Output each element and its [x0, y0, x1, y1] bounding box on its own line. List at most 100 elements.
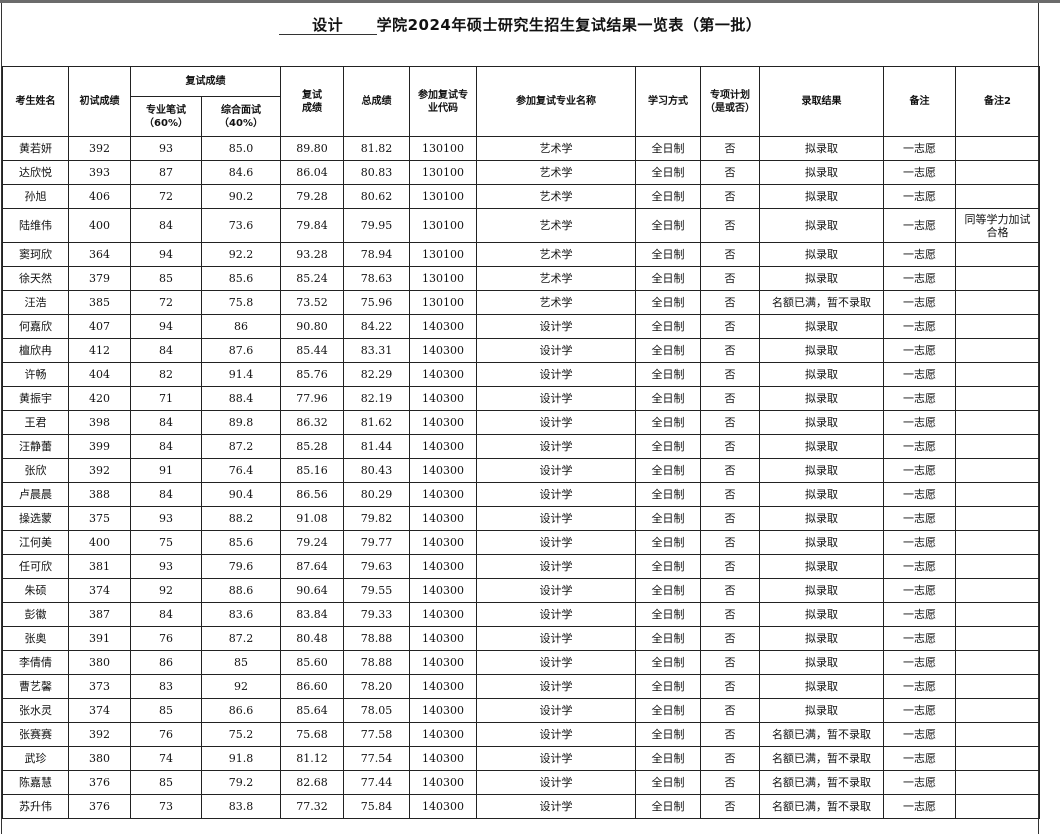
cell-total: 78.94: [343, 242, 410, 267]
cell-retest: 85.76: [280, 362, 344, 387]
cell-code: 140300: [409, 554, 477, 579]
cell-code: 130100: [409, 136, 477, 161]
cell-remark: 一志愿: [883, 434, 956, 459]
cell-mode: 全日制: [635, 530, 701, 555]
cell-result: 名额已满，暂不录取: [759, 722, 884, 747]
cell-mode: 全日制: [635, 338, 701, 363]
cell-total: 81.62: [343, 410, 410, 435]
cell-prelim: 398: [68, 410, 131, 435]
cell-prelim: 374: [68, 578, 131, 603]
header-special: 专项计划 （是或否）: [700, 66, 760, 137]
cell-special: 否: [700, 434, 760, 459]
cell-remark: 一志愿: [883, 698, 956, 723]
cell-special: 否: [700, 506, 760, 531]
cell-major: 设计学: [476, 506, 636, 531]
cell-code: 130100: [409, 208, 477, 243]
cell-written: 85: [130, 698, 202, 723]
cell-code: 130100: [409, 266, 477, 291]
cell-major: 设计学: [476, 626, 636, 651]
table-row: 朱硕 374 92 88.6 90.64 79.55 140300 设计学 全日制否拟录取 一志愿: [2, 578, 1040, 603]
table-row: 窦珂欣 364 94 92.2 93.28 78.94 130100 艺术学 全日制否拟录取 一志…: [2, 242, 1040, 267]
cell-written: 86: [130, 650, 202, 675]
cell-retest: 86.04: [280, 160, 344, 185]
cell-name: 孙旭: [2, 184, 69, 209]
cell-interview: 90.2: [201, 184, 281, 209]
cell-code: 140300: [409, 698, 477, 723]
cell-major: 艺术学: [476, 242, 636, 267]
header-mode: 学习方式: [635, 66, 701, 137]
cell-prelim: 388: [68, 482, 131, 507]
cell-total: 82.19: [343, 386, 410, 411]
cell-interview: 88.2: [201, 506, 281, 531]
cell-prelim: 399: [68, 434, 131, 459]
cell-retest: 85.16: [280, 458, 344, 483]
cell-name: 张水灵: [2, 698, 69, 723]
cell-mode: 全日制: [635, 160, 701, 185]
cell-prelim: 379: [68, 266, 131, 291]
cell-written: 87: [130, 160, 202, 185]
cell-special: 否: [700, 362, 760, 387]
cell-remark2: [955, 554, 1040, 579]
cell-remark: 一志愿: [883, 602, 956, 627]
table-row: 汪浩 385 72 75.8 73.52 75.96 130100 艺术学 全日制否名额已满，暂…: [2, 290, 1040, 315]
header-result: 录取结果: [759, 66, 884, 137]
cell-name: 曹艺馨: [2, 674, 69, 699]
header-written: 专业笔试 （60%）: [130, 96, 202, 137]
cell-written: 84: [130, 434, 202, 459]
cell-total: 75.84: [343, 794, 410, 819]
cell-special: 否: [700, 208, 760, 243]
cell-name: 何嘉欣: [2, 314, 69, 339]
cell-remark2: [955, 184, 1040, 209]
cell-total: 75.96: [343, 290, 410, 315]
cell-total: 79.55: [343, 578, 410, 603]
cell-code: 140300: [409, 794, 477, 819]
cell-result: 名额已满，暂不录取: [759, 290, 884, 315]
cell-result: 拟录取: [759, 554, 884, 579]
header-code: 参加复试专 业代码: [409, 66, 477, 137]
cell-total: 78.20: [343, 674, 410, 699]
cell-mode: 全日制: [635, 314, 701, 339]
cell-retest: 90.80: [280, 314, 344, 339]
cell-code: 130100: [409, 160, 477, 185]
cell-prelim: 376: [68, 794, 131, 819]
cell-remark2: [955, 698, 1040, 723]
cell-remark: 一志愿: [883, 208, 956, 243]
cell-result: 拟录取: [759, 184, 884, 209]
cell-special: 否: [700, 160, 760, 185]
cell-major: 设计学: [476, 458, 636, 483]
cell-retest: 85.60: [280, 650, 344, 675]
cell-total: 80.43: [343, 458, 410, 483]
cell-remark: 一志愿: [883, 722, 956, 747]
cell-major: 设计学: [476, 530, 636, 555]
cell-major: 艺术学: [476, 160, 636, 185]
cell-interview: 90.4: [201, 482, 281, 507]
cell-major: 设计学: [476, 362, 636, 387]
cell-mode: 全日制: [635, 578, 701, 603]
cell-remark2: [955, 242, 1040, 267]
cell-written: 84: [130, 482, 202, 507]
cell-major: 设计学: [476, 722, 636, 747]
cell-result: 拟录取: [759, 698, 884, 723]
header-remark: 备注: [883, 66, 956, 137]
cell-retest: 75.68: [280, 722, 344, 747]
cell-name: 陆维伟: [2, 208, 69, 243]
cell-remark2: [955, 160, 1040, 185]
page-title: 设计 学院2024年硕士研究生招生复试结果一览表（第一批）: [0, 14, 1040, 35]
cell-result: 拟录取: [759, 160, 884, 185]
cell-retest: 85.24: [280, 266, 344, 291]
cell-prelim: 412: [68, 338, 131, 363]
cell-interview: 88.4: [201, 386, 281, 411]
cell-special: 否: [700, 626, 760, 651]
cell-major: 设计学: [476, 338, 636, 363]
cell-mode: 全日制: [635, 266, 701, 291]
cell-remark2: [955, 506, 1040, 531]
cell-total: 77.58: [343, 722, 410, 747]
cell-special: 否: [700, 722, 760, 747]
cell-name: 黄若妍: [2, 136, 69, 161]
cell-special: 否: [700, 184, 760, 209]
table-row: 何嘉欣 407 94 86 90.80 84.22 140300 设计学 全日制否拟录取 一志愿: [2, 314, 1040, 339]
cell-major: 设计学: [476, 434, 636, 459]
table-row: 陆维伟 400 84 73.6 79.84 79.95 130100 艺术学 全日制否拟录取 一志…: [2, 208, 1040, 243]
cell-major: 设计学: [476, 554, 636, 579]
cell-special: 否: [700, 578, 760, 603]
